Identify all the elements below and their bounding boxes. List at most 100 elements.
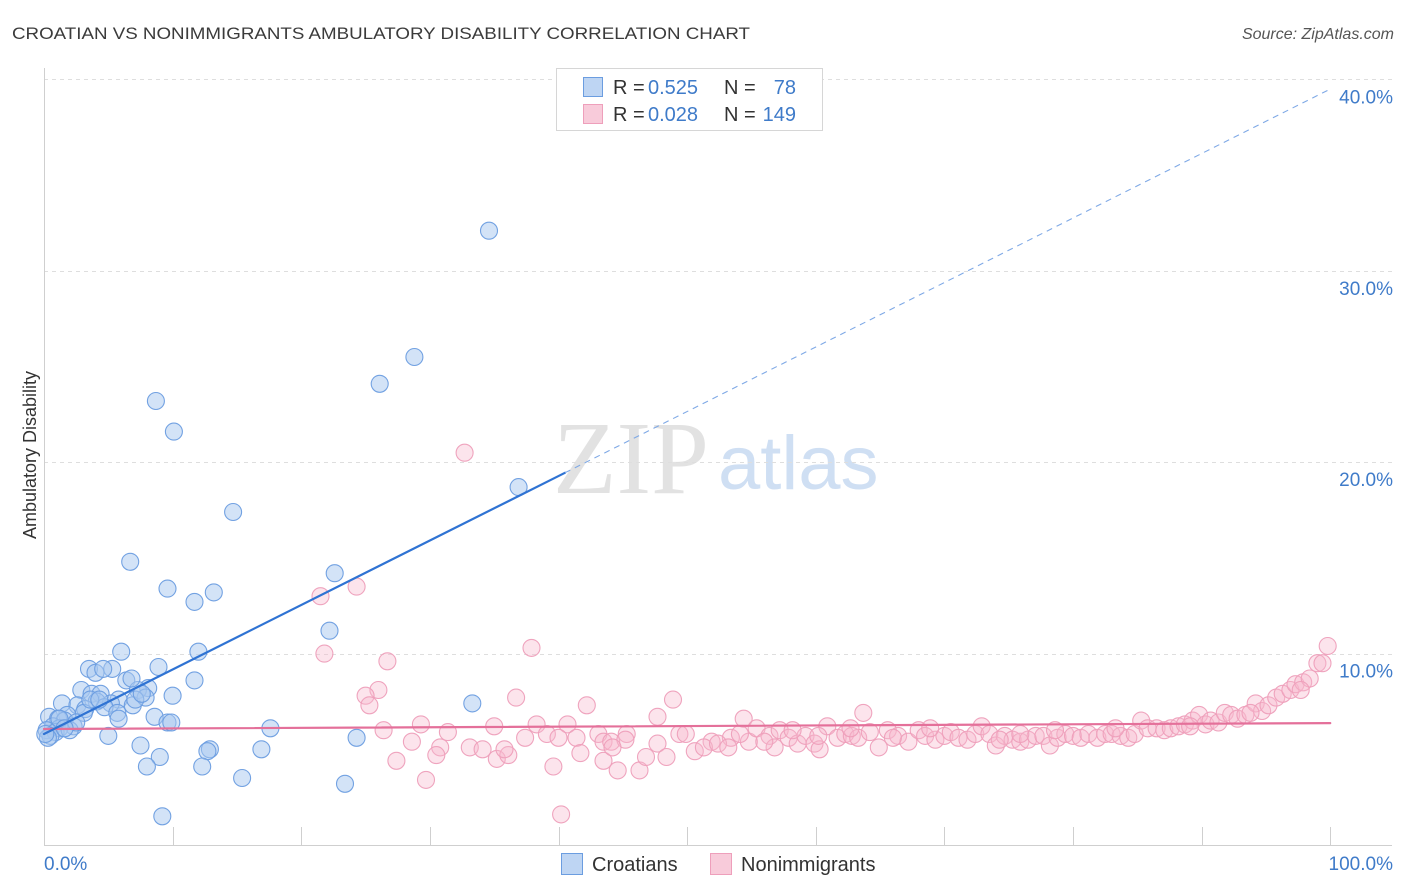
nonimmigrants-point: [1308, 654, 1327, 673]
y-tick-label: 40.0%: [1339, 87, 1393, 108]
series-legend-swatch-croatians: [561, 853, 583, 875]
nonimmigrants-point: [734, 709, 753, 728]
series-legend: Croatians Nonimmigrants: [561, 853, 875, 876]
nonimmigrants-point: [842, 726, 861, 745]
watermark: ZIP atlas: [553, 401, 879, 516]
nonimmigrants-point: [685, 742, 704, 761]
nonimmigrants-point: [663, 690, 683, 709]
croatians-point: [320, 621, 339, 640]
nonimmigrants-point: [360, 696, 379, 715]
nonimmigrants-point: [567, 728, 586, 747]
stats-legend-r-value: 0.028: [648, 104, 698, 126]
croatians-point: [347, 728, 366, 747]
series-legend-swatch-nonimmigrants: [710, 853, 732, 875]
nonimmigrants-point: [730, 724, 749, 744]
nonimmigrants-point: [374, 721, 393, 740]
nonimmigrants-point: [783, 721, 802, 740]
croatians-point: [198, 742, 217, 761]
nonimmigrants-point: [571, 744, 590, 763]
croatians-point: [370, 374, 389, 393]
croatians-point: [122, 669, 141, 688]
stats-legend-n-label: N =: [724, 77, 756, 99]
nonimmigrants-point: [594, 732, 613, 751]
nonimmigrants-point: [487, 749, 506, 768]
croatians-point: [204, 583, 223, 602]
nonimmigrants-point: [990, 730, 1009, 749]
nonimmigrants-point: [648, 707, 667, 726]
croatians-point: [185, 671, 204, 690]
croatians-point: [335, 774, 355, 793]
x-tick-label: 0.0%: [44, 854, 87, 875]
croatians-point: [153, 807, 172, 826]
y-tick-label: 20.0%: [1339, 470, 1393, 491]
croatians-point: [233, 768, 252, 788]
nonimmigrants-point: [860, 723, 879, 742]
croatians-point: [405, 347, 424, 367]
croatians-point: [94, 659, 113, 678]
y-axis-label: Ambulatory Disability: [20, 371, 40, 539]
croatians-point: [112, 642, 131, 661]
nonimmigrants-point: [1063, 726, 1083, 745]
nonimmigrants-point: [602, 732, 621, 751]
y-tick-label: 30.0%: [1339, 279, 1393, 300]
croatians-point: [121, 552, 140, 571]
stats-legend-n-value: 149: [763, 104, 796, 126]
nonimmigrants-point: [552, 805, 571, 824]
stats-legend-n-value: 78: [774, 77, 796, 99]
nonimmigrants-point: [949, 728, 968, 747]
series-legend-label-croatians: Croatians: [592, 854, 678, 876]
nonimmigrants-point: [537, 724, 556, 744]
nonimmigrants-point: [522, 638, 541, 657]
nonimmigrants-point: [755, 732, 774, 751]
croatians-point: [193, 757, 212, 776]
stats-legend-r-label: R =: [613, 104, 645, 126]
stats-legend-n-label: N =: [724, 104, 756, 126]
nonimmigrants-point: [1318, 636, 1337, 656]
nonimmigrants-point: [854, 703, 873, 722]
nonimmigrants-point: [1034, 726, 1053, 745]
nonimmigrants-trend-line: [42, 721, 1332, 731]
nonimmigrants-point: [719, 738, 738, 757]
nonimmigrants-point: [809, 726, 828, 745]
nonimmigrants-point: [1026, 726, 1045, 745]
scatter-points: [36, 221, 1337, 826]
croatians-point: [164, 422, 183, 441]
croatians-point: [150, 747, 169, 767]
nonimmigrants-point: [810, 740, 829, 759]
croatians-point: [109, 709, 128, 728]
stats-legend: R = 0.525 N = 78 R = 0.028 N = 149: [556, 68, 823, 131]
croatians-point: [479, 221, 499, 240]
croatians-point: [146, 391, 165, 411]
croatians-point: [162, 713, 181, 732]
croatians-point: [325, 564, 344, 583]
nonimmigrants-point: [708, 734, 728, 753]
nonimmigrants-point: [507, 688, 526, 707]
nonimmigrants-point: [495, 740, 514, 759]
croatians-point: [463, 694, 482, 713]
nonimmigrants-point: [558, 715, 577, 734]
nonimmigrants-point: [608, 761, 627, 780]
nonimmigrants-point: [516, 728, 535, 747]
nonimmigrants-point: [1056, 724, 1075, 744]
nonimmigrants-point: [648, 734, 667, 753]
nonimmigrants-point: [549, 728, 568, 747]
grid: [44, 79, 1392, 655]
source-credit: Source: ZipAtlas.com: [1242, 26, 1394, 43]
nonimmigrants-point: [577, 696, 596, 715]
nonimmigrants-point: [849, 728, 868, 747]
nonimmigrants-point: [315, 644, 334, 663]
nonimmigrants-point: [1106, 719, 1125, 738]
nonimmigrants-point: [603, 738, 622, 757]
nonimmigrants-point: [657, 747, 676, 767]
stats-legend-r-value: 0.525: [648, 77, 698, 99]
nonimmigrants-point: [676, 724, 695, 744]
nonimmigrants-point: [455, 443, 474, 462]
nonimmigrants-point: [1045, 721, 1065, 740]
nonimmigrants-point: [387, 751, 406, 770]
y-tick-label: 10.0%: [1339, 662, 1393, 683]
nonimmigrants-point: [356, 686, 375, 705]
croatians-point: [185, 592, 204, 611]
croatians-point: [163, 686, 182, 705]
croatians-point: [99, 726, 118, 745]
stats-legend-swatch-croatians: [583, 77, 603, 97]
